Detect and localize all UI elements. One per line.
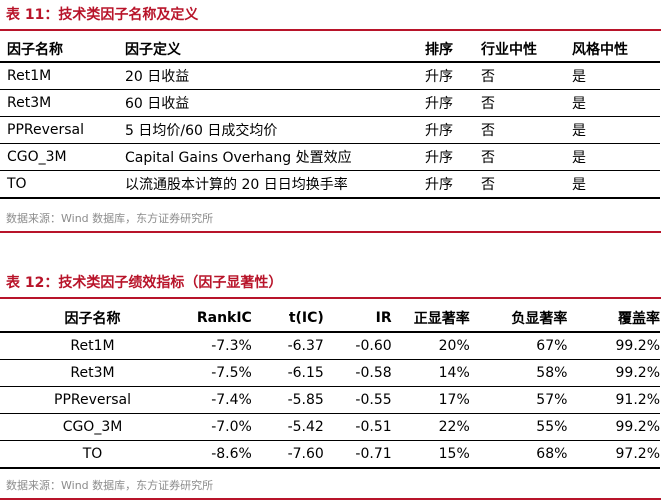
cell-rankic: -7.5%: [185, 359, 252, 387]
cell-style-neutral: 是: [572, 143, 660, 171]
table-header-row: 因子名称 因子定义 排序 行业中性 风格中性: [0, 36, 660, 63]
table-row: TO -8.6% -7.60 -0.71 15% 68% 97.2%: [0, 440, 660, 469]
cell-style-neutral: 是: [572, 170, 660, 199]
table12-source: 数据来源：Wind 数据库，东方证券研究所: [6, 479, 214, 492]
cell-coverage: 99.2%: [567, 413, 660, 441]
cell-negative-significance: 57%: [469, 386, 568, 414]
cell-industry-neutral: 否: [481, 143, 572, 171]
cell-ir: -0.51: [323, 413, 392, 441]
header-style-neutral: 风格中性: [572, 36, 660, 63]
header-coverage: 覆盖率: [567, 304, 660, 333]
cell-ir: -0.55: [323, 386, 392, 414]
cell-sort: 升序: [425, 170, 481, 199]
table-row: Ret1M -7.3% -6.37 -0.60 20% 67% 99.2%: [0, 332, 660, 360]
cell-factor-name: Ret1M: [0, 332, 186, 360]
cell-positive-significance: 15%: [391, 440, 470, 469]
cell-sort: 升序: [425, 143, 481, 171]
cell-industry-neutral: 否: [481, 62, 572, 90]
header-rankic: RankIC: [185, 304, 252, 333]
cell-industry-neutral: 否: [481, 170, 572, 199]
cell-rankic: -8.6%: [185, 440, 252, 469]
cell-t-ic: -7.60: [251, 440, 324, 469]
cell-negative-significance: 58%: [469, 359, 568, 387]
header-negative-significance: 负显著率: [469, 304, 568, 333]
cell-negative-significance: 68%: [469, 440, 568, 469]
cell-factor-definition: 5 日均价/60 日成交均价: [125, 116, 425, 144]
table-row: CGO_3M -7.0% -5.42 -0.51 22% 55% 99.2%: [0, 413, 660, 441]
cell-ir: -0.60: [323, 332, 392, 360]
cell-t-ic: -6.15: [251, 359, 324, 387]
table12-title-rule: [0, 297, 661, 299]
cell-factor-name: TO: [0, 170, 125, 199]
cell-style-neutral: 是: [572, 116, 660, 144]
table-header-row: 因子名称 RankIC t(IC) IR 正显著率 负显著率 覆盖率: [0, 304, 660, 333]
header-t-ic: t(IC): [251, 304, 324, 333]
table11-footer-rule: [0, 231, 661, 233]
cell-factor-definition: 以流通股本计算的 20 日日均换手率: [125, 170, 425, 199]
cell-coverage: 99.2%: [567, 359, 660, 387]
cell-positive-significance: 14%: [391, 359, 470, 387]
cell-negative-significance: 55%: [469, 413, 568, 441]
table-row: Ret1M 20 日收益 升序 否 是: [0, 62, 660, 90]
factor-definition-table: 因子名称 因子定义 排序 行业中性 风格中性 Ret1M 20 日收益 升序 否…: [0, 36, 660, 199]
cell-sort: 升序: [425, 89, 481, 117]
cell-t-ic: -6.37: [251, 332, 324, 360]
cell-positive-significance: 22%: [391, 413, 470, 441]
table11-title: 表 11：技术类因子名称及定义: [6, 7, 199, 23]
header-ir: IR: [323, 304, 392, 333]
table-row: PPReversal -7.4% -5.85 -0.55 17% 57% 91.…: [0, 386, 660, 414]
cell-style-neutral: 是: [572, 62, 660, 90]
cell-factor-name: Ret3M: [0, 359, 186, 387]
cell-style-neutral: 是: [572, 89, 660, 117]
cell-rankic: -7.0%: [185, 413, 252, 441]
cell-industry-neutral: 否: [481, 89, 572, 117]
header-factor-name: 因子名称: [0, 304, 186, 333]
cell-factor-name: TO: [0, 440, 186, 469]
cell-rankic: -7.3%: [185, 332, 252, 360]
cell-factor-name: CGO_3M: [0, 413, 186, 441]
cell-factor-name: Ret3M: [0, 89, 125, 117]
cell-ir: -0.58: [323, 359, 392, 387]
cell-factor-name: PPReversal: [0, 116, 125, 144]
cell-factor-definition: Capital Gains Overhang 处置效应: [125, 143, 425, 171]
cell-t-ic: -5.42: [251, 413, 324, 441]
header-factor-definition: 因子定义: [125, 36, 425, 63]
cell-coverage: 97.2%: [567, 440, 660, 469]
header-factor-name: 因子名称: [0, 36, 125, 63]
cell-factor-name: PPReversal: [0, 386, 186, 414]
table12-title: 表 12：技术类因子绩效指标（因子显著性）: [6, 275, 283, 291]
cell-coverage: 91.2%: [567, 386, 660, 414]
cell-industry-neutral: 否: [481, 116, 572, 144]
table-row: TO 以流通股本计算的 20 日日均换手率 升序 否 是: [0, 170, 660, 199]
table-row: CGO_3M Capital Gains Overhang 处置效应 升序 否 …: [0, 143, 660, 171]
table12-footer-rule: [0, 498, 661, 500]
table-row: Ret3M 60 日收益 升序 否 是: [0, 89, 660, 117]
cell-sort: 升序: [425, 62, 481, 90]
table11-title-rule: [0, 29, 661, 31]
cell-factor-definition: 60 日收益: [125, 89, 425, 117]
cell-ir: -0.71: [323, 440, 392, 469]
cell-t-ic: -5.85: [251, 386, 324, 414]
table-row: Ret3M -7.5% -6.15 -0.58 14% 58% 99.2%: [0, 359, 660, 387]
cell-factor-name: CGO_3M: [0, 143, 125, 171]
factor-performance-table: 因子名称 RankIC t(IC) IR 正显著率 负显著率 覆盖率 Ret1M…: [0, 304, 660, 469]
header-industry-neutral: 行业中性: [481, 36, 572, 63]
cell-sort: 升序: [425, 116, 481, 144]
cell-factor-name: Ret1M: [0, 62, 125, 90]
header-positive-significance: 正显著率: [391, 304, 470, 333]
cell-positive-significance: 17%: [391, 386, 470, 414]
header-sort: 排序: [425, 36, 481, 63]
cell-negative-significance: 67%: [469, 332, 568, 360]
table11-source: 数据来源：Wind 数据库，东方证券研究所: [6, 212, 214, 225]
cell-factor-definition: 20 日收益: [125, 62, 425, 90]
cell-rankic: -7.4%: [185, 386, 252, 414]
cell-positive-significance: 20%: [391, 332, 470, 360]
cell-coverage: 99.2%: [567, 332, 660, 360]
table-row: PPReversal 5 日均价/60 日成交均价 升序 否 是: [0, 116, 660, 144]
